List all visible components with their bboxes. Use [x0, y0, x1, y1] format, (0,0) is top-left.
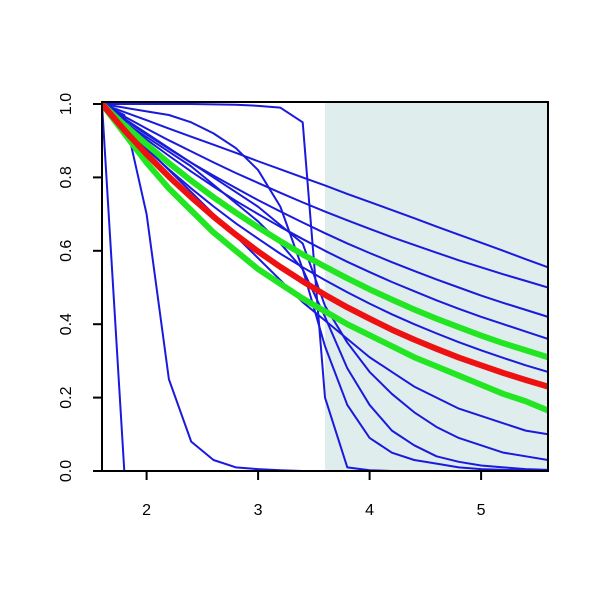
y-tick-label: 0.6: [58, 240, 75, 262]
series-line: [102, 103, 548, 461]
plot-lines: [102, 101, 548, 471]
series-line: [102, 101, 548, 390]
series-line: [102, 101, 548, 361]
y-tick-label: 1.0: [58, 93, 75, 115]
x-tick-label: 2: [142, 502, 151, 519]
plot-frame: [101, 101, 549, 472]
series-line: [102, 101, 548, 414]
series-line: [102, 103, 548, 269]
series-line: [102, 103, 548, 373]
y-tick-label: 0.2: [58, 386, 75, 408]
series-line: [102, 103, 548, 471]
x-tick-label: 3: [254, 502, 263, 519]
series-line: [102, 103, 548, 471]
series-line: [102, 103, 548, 340]
series-line: [102, 103, 548, 289]
y-tick-label: 0.8: [58, 166, 75, 188]
series-line: [102, 103, 548, 436]
series-line: [102, 103, 548, 471]
x-tick-label: 4: [365, 502, 374, 519]
series-line: [102, 103, 548, 471]
y-tick-label: 0.0: [58, 460, 75, 482]
y-tick-label: 0.4: [58, 313, 75, 335]
x-tick-label: 5: [477, 502, 486, 519]
